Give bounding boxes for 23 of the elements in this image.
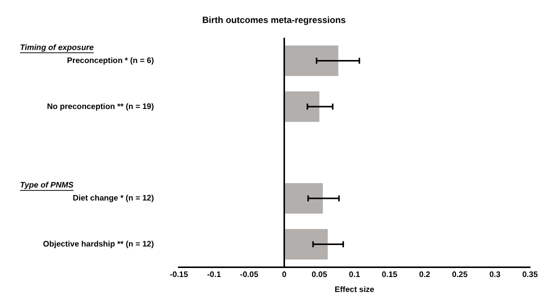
x-tick-label: 0.25	[452, 270, 468, 280]
x-tick-label: 0.2	[419, 270, 431, 280]
x-tick-label: -0.1	[207, 270, 222, 280]
text: Timing of exposure	[20, 42, 94, 52]
x-axis-title: Effect size	[334, 284, 375, 294]
y-tick-label: Objective hardship ** (n = 12)	[43, 239, 154, 248]
x-tick-label: 0.05	[312, 270, 328, 280]
x-tick-label: 0.1	[348, 270, 361, 280]
x-tick-label: -0.15	[170, 270, 189, 280]
bar	[284, 91, 320, 122]
y-tick-label: Diet change * (n = 12)	[72, 194, 154, 203]
bar	[284, 229, 328, 260]
x-tick-label: 0	[282, 270, 288, 280]
bar	[284, 183, 323, 214]
bar	[284, 45, 338, 76]
text: Type of PNMS	[20, 180, 74, 190]
x-tick-label: 0.35	[522, 270, 538, 280]
y-tick-label: No preconception ** (n = 19)	[47, 102, 154, 111]
y-tick-label: Preconception * (n = 6)	[67, 56, 154, 65]
x-tick-label: 0.3	[489, 270, 501, 280]
x-tick-label: 0.15	[382, 270, 398, 280]
x-tick-label: -0.05	[240, 270, 259, 280]
chart-title: Birth outcomes meta-regressions	[202, 14, 346, 25]
